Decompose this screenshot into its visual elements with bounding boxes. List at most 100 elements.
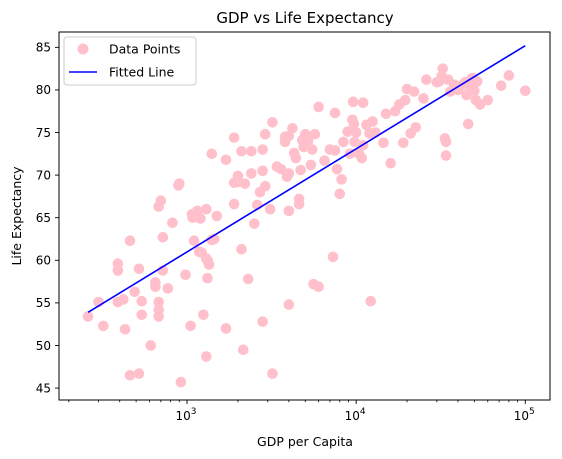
- data-point: [287, 122, 298, 134]
- data-point: [157, 232, 169, 243]
- data-point: [236, 243, 247, 255]
- data-point: [198, 309, 209, 321]
- data-point: [259, 128, 271, 140]
- y-tick-label: 85: [36, 41, 51, 55]
- x-axis-label: GDP per Capita: [257, 434, 353, 449]
- data-point: [119, 324, 131, 335]
- data-point: [313, 281, 324, 293]
- legend-marker-data-points: [77, 43, 89, 55]
- data-point: [275, 163, 287, 175]
- data-point: [185, 320, 196, 332]
- data-point: [112, 258, 124, 270]
- data-point: [228, 198, 240, 210]
- data-point: [129, 286, 140, 298]
- data-point: [437, 63, 449, 74]
- data-point: [136, 309, 148, 321]
- legend-label-data-points: Data Points: [109, 42, 180, 57]
- data-point: [440, 136, 452, 148]
- data-point: [283, 168, 295, 179]
- data-point: [175, 376, 187, 388]
- data-point: [145, 340, 157, 351]
- data-point: [410, 122, 422, 133]
- data-point: [118, 294, 129, 305]
- data-point: [201, 203, 212, 215]
- data-point: [124, 235, 136, 246]
- data-point: [295, 164, 307, 176]
- data-point: [399, 94, 411, 106]
- data-point: [350, 127, 362, 138]
- data-point: [418, 93, 429, 104]
- y-tick-label: 55: [36, 296, 51, 310]
- data-point: [259, 180, 271, 192]
- data-point: [202, 272, 213, 284]
- legend: Data Points Fitted Line: [63, 36, 197, 86]
- data-point: [348, 118, 360, 130]
- data-point: [195, 213, 206, 224]
- data-point: [462, 118, 474, 130]
- data-point: [267, 368, 278, 379]
- y-tick-label: 60: [36, 254, 51, 268]
- data-point: [440, 150, 452, 161]
- data-point: [327, 251, 339, 263]
- data-point: [249, 218, 260, 229]
- data-point: [367, 116, 378, 127]
- data-point: [503, 70, 515, 81]
- y-tick-label: 80: [36, 83, 51, 97]
- data-point: [180, 269, 191, 281]
- legend-box: [63, 36, 197, 86]
- data-point: [228, 132, 240, 143]
- data-point: [167, 217, 178, 229]
- data-point: [220, 154, 232, 166]
- data-point: [237, 344, 249, 356]
- data-point: [336, 174, 347, 185]
- fitted-line: [87, 44, 526, 313]
- data-point: [293, 193, 305, 205]
- data-point: [347, 96, 359, 108]
- data-point: [236, 145, 247, 157]
- fitted-line-group: [87, 44, 526, 313]
- data-point: [306, 144, 318, 155]
- data-point: [133, 368, 145, 379]
- data-point: [319, 155, 330, 166]
- data-point: [267, 117, 278, 128]
- data-point: [378, 137, 389, 149]
- data-point: [133, 263, 145, 275]
- minor-ticks: [68, 400, 518, 403]
- data-point: [283, 205, 295, 217]
- data-point: [283, 299, 295, 310]
- data-point: [309, 128, 321, 140]
- data-point: [408, 86, 420, 97]
- data-point: [495, 80, 507, 91]
- data-point: [98, 320, 109, 332]
- data-point: [246, 168, 257, 179]
- data-point: [124, 370, 136, 381]
- data-point: [136, 295, 148, 307]
- y-tick-label: 65: [36, 211, 51, 225]
- y-ticks: 45 50 55 60 65 70 75 80 85: [36, 41, 59, 395]
- data-point: [290, 152, 302, 164]
- data-point: [357, 97, 369, 108]
- data-point: [257, 316, 268, 327]
- y-tick-label: 75: [36, 126, 51, 140]
- data-point: [356, 152, 368, 164]
- data-point: [264, 203, 276, 215]
- data-point: [365, 295, 377, 307]
- data-point: [206, 148, 218, 160]
- data-point: [469, 85, 480, 97]
- chart-title: GDP vs Life Expectancy: [216, 9, 393, 27]
- data-point: [257, 165, 268, 177]
- data-point: [257, 144, 268, 155]
- data-point: [239, 178, 251, 189]
- data-point: [380, 108, 392, 120]
- data-point: [211, 210, 223, 222]
- data-point: [329, 107, 341, 119]
- y-tick-label: 70: [36, 168, 51, 182]
- data-point: [242, 273, 254, 285]
- data-point: [421, 74, 432, 85]
- legend-label-fitted-line: Fitted Line: [109, 65, 175, 80]
- data-point: [334, 188, 346, 200]
- data-point: [313, 101, 324, 113]
- data-point: [342, 126, 353, 137]
- data-point: [385, 157, 396, 169]
